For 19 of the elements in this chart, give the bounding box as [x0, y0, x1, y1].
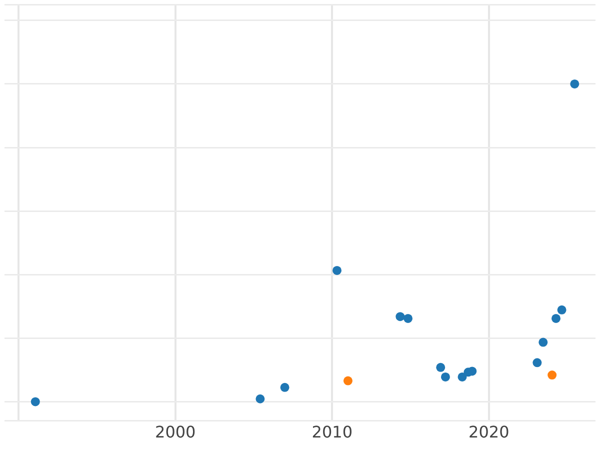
x-tick-label: 2010 — [312, 422, 352, 442]
point — [280, 382, 290, 392]
point — [343, 376, 352, 386]
point — [548, 370, 557, 380]
point — [458, 372, 467, 382]
point — [532, 358, 542, 368]
point — [332, 266, 342, 275]
point — [256, 394, 265, 404]
point — [440, 372, 450, 382]
point — [30, 397, 40, 406]
x-tick-label: 2000 — [155, 422, 196, 442]
point — [404, 314, 413, 323]
point — [436, 362, 446, 372]
point — [396, 312, 405, 322]
point — [557, 305, 566, 314]
point — [570, 79, 580, 88]
point — [551, 314, 560, 323]
point — [538, 338, 548, 347]
x-tick-label: 2020 — [468, 422, 510, 442]
